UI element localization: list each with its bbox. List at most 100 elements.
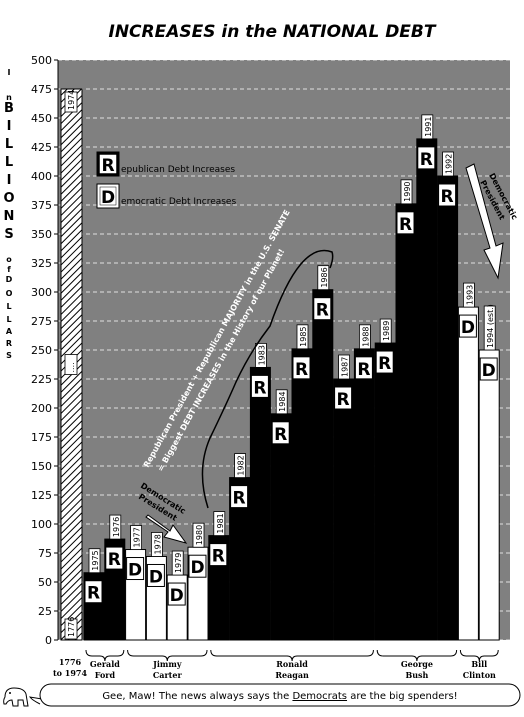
year-label-box [296,324,309,350]
legend-letter: D [101,188,115,208]
year-label-box [192,522,205,548]
chart-title: INCREASES in the NATIONAL DEBT [109,22,437,42]
y-tick-label: 250 [31,344,52,357]
party-letter: D [482,361,496,381]
bar-1988 [353,348,375,641]
y-tick-label: 25 [38,605,52,618]
party-letter-box [375,350,394,374]
party-letter: R [378,354,391,374]
year-label: 1979 [174,553,183,573]
party-letter: R [295,360,308,380]
legend-letter: R [101,156,114,176]
party-letter-box [105,546,124,570]
party-letter-box [479,357,498,381]
president-brace [376,649,458,662]
y-tick-label: 350 [31,228,52,241]
president-name-line: Bush [405,670,428,680]
year-label: 1986 [320,267,329,287]
y-label-letter: D [6,275,13,284]
year-label: 1993 [465,285,474,305]
year-label-box [234,453,247,479]
bar-1990 [395,203,417,641]
y-tick-label: 400 [31,170,52,183]
year-label-box [275,389,288,415]
year-label: 1975 [91,550,100,570]
party-letter-box [167,582,186,606]
party-letter-box [334,386,353,410]
year-label: 1977 [133,527,142,547]
year-label: 1983 [257,345,266,365]
bars: 1974.... 1776 1975 R 1976 R 1977 D 1978 D 1979 D 198… [60,88,500,641]
party-letter: R [274,425,287,445]
president-name-line: Bill [471,659,487,669]
bar-1991 [416,138,438,641]
year-label-box [64,618,78,640]
bar-1987 [333,378,355,641]
year-label-box [213,511,226,537]
party-letter: R [316,301,329,321]
y-tick-label: 500 [31,54,52,67]
annotation-arrow-carter [145,514,188,544]
president-name-line: Gerald [90,659,120,669]
year-label: 1990 [403,181,412,201]
y-label-letter: S [6,351,12,360]
year-label-box [171,550,184,576]
bar-1983 [249,366,271,641]
party-letter-box [126,557,145,581]
bar-1986 [312,289,334,641]
y-label-letter: f [7,265,11,274]
y-label-letter: L [5,155,13,170]
bar-1994 [478,349,500,641]
y-tick-label: 475 [31,83,52,96]
caption-text: Gee, Maw! The news always says the Democ… [102,691,457,702]
y-tick-label: 200 [31,402,52,415]
y-label-letter: S [4,227,13,242]
year-label-box [421,114,434,140]
year-label-box [88,548,101,574]
party-letter: D [190,558,204,578]
party-letter: R [399,215,412,235]
y-label-letter: o [6,255,12,264]
party-letter: D [149,567,163,587]
elephant-eye [9,692,11,694]
year-label: 1987 [341,357,350,377]
y-tick-label: 225 [31,373,52,386]
year-label: 1988 [361,326,370,346]
bar-1993 [457,306,479,641]
year-label-box [64,354,78,375]
year-label-box [64,91,78,113]
party-letter-box [313,297,332,321]
year-label-box [317,265,330,291]
party-letter-box [354,356,373,380]
y-label-letter: O [6,289,13,298]
party-letter: R [87,584,100,604]
y-label-letter: n [6,93,12,102]
y-label-letter: R [6,339,12,348]
year-label-box [358,324,371,350]
party-letter: R [420,150,433,170]
party-letter: D [128,561,142,581]
year-label: .... [67,362,76,372]
y-label-letter: N [4,209,15,224]
year-label: 1776 [67,617,76,637]
president-brace [85,649,125,662]
bar-1992 [437,175,459,641]
party-letter-box [271,421,290,445]
bar-1989 [374,342,396,641]
y-label-letter: L [6,315,11,324]
president-name-line: Reagan [275,670,309,680]
year-label: 1976 [112,517,121,537]
y-label-letter: L [5,137,13,152]
y-label-letter: I [7,119,12,134]
y-label-letter: I [8,68,11,77]
party-letter: R [253,378,266,398]
party-letter-box [458,314,477,338]
legend-text: emocratic Debt Increases [121,197,236,207]
year-label-box [483,305,496,351]
year-label: 1992 [445,154,454,174]
party-letter: R [337,390,350,410]
